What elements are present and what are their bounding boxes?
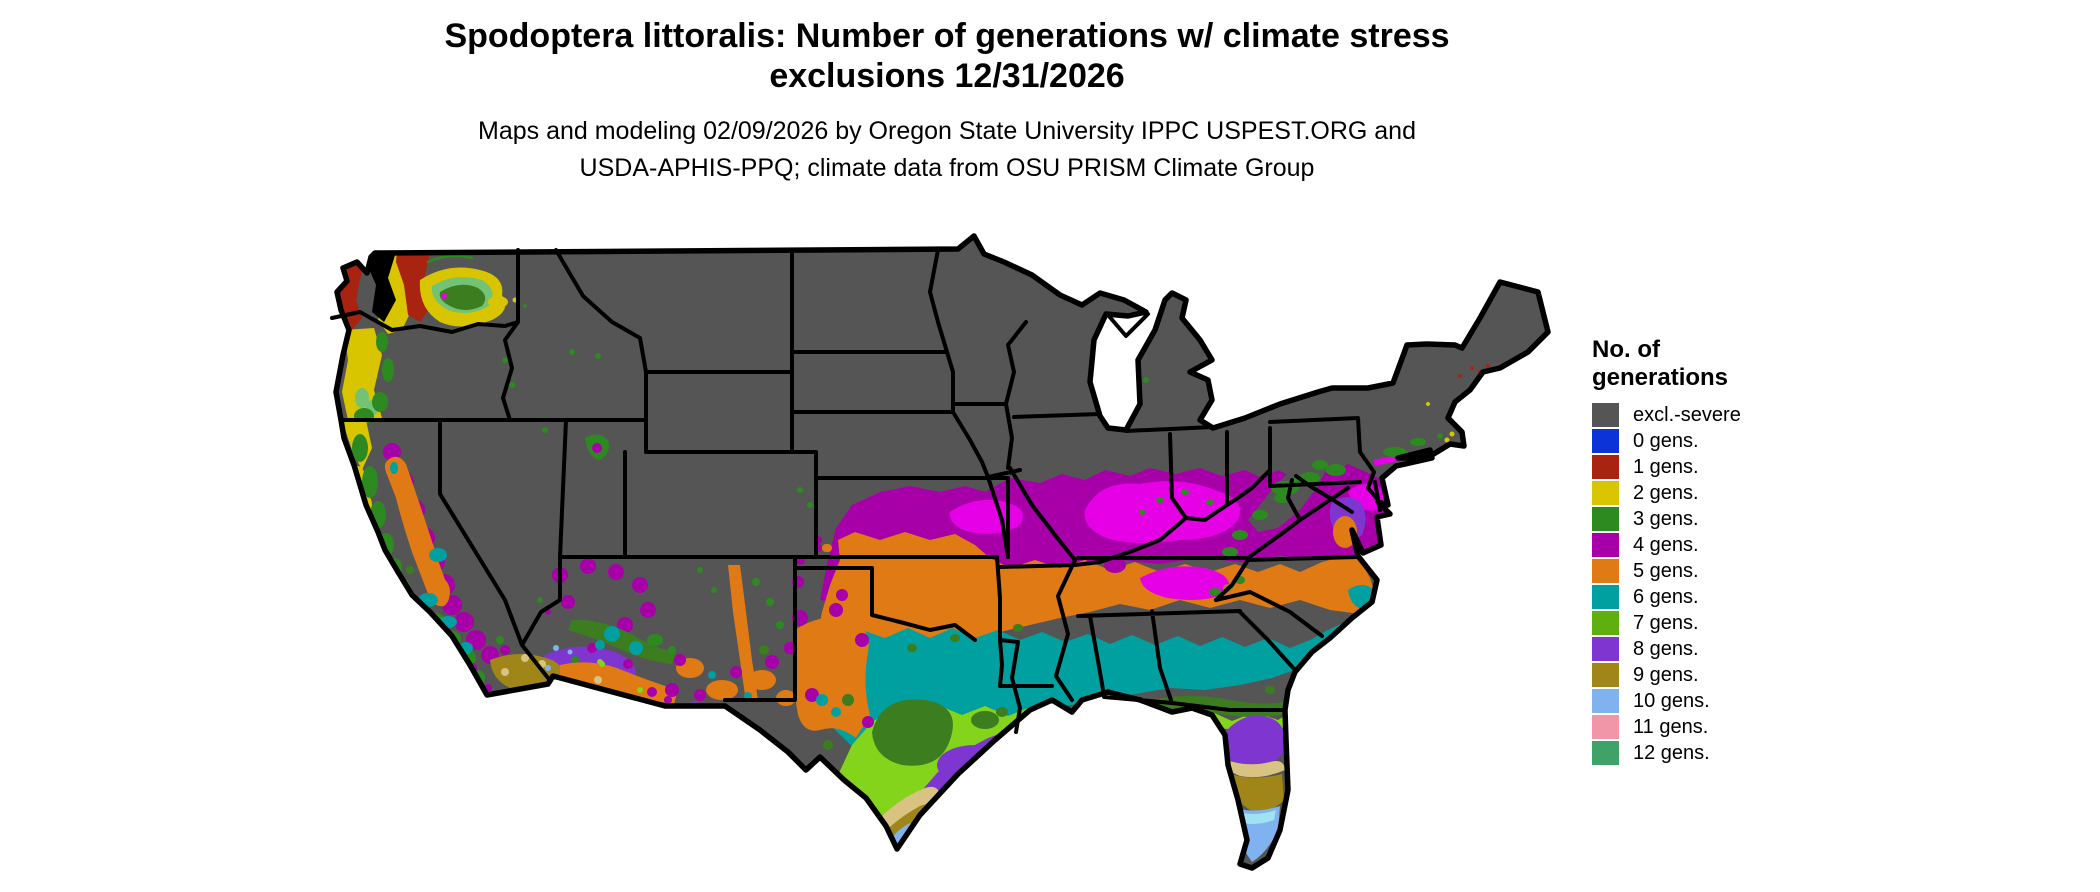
legend-entry-label: 4 gens.	[1633, 533, 1699, 556]
legend-entry: 10 gens.	[1592, 688, 1822, 714]
title-line-2: exclusions 12/31/2026	[769, 57, 1125, 95]
legend-entry: 4 gens.	[1592, 532, 1822, 558]
legend-swatch-g1	[1592, 455, 1619, 479]
legend-entry: 6 gens.	[1592, 584, 1822, 610]
legend-entry: 1 gens.	[1592, 454, 1822, 480]
legend-swatch-g11	[1592, 715, 1619, 739]
legend-swatch-g10	[1592, 689, 1619, 713]
legend-entry-label: 8 gens.	[1633, 637, 1699, 660]
title-line-1: Spodoptera littoralis: Number of generat…	[444, 17, 1450, 55]
legend-rows: excl.-severe 0 gens. 1 gens. 2 gens. 3 gens.…	[1592, 402, 1822, 766]
legend-entry-label: 11 gens.	[1633, 715, 1709, 738]
subtitle-line-1: Maps and modeling 02/09/2026 by Oregon S…	[478, 117, 1416, 145]
legend-entry-label: 3 gens.	[1633, 507, 1699, 530]
legend-entry-label: 10 gens.	[1633, 689, 1710, 712]
legend-entry-label: 2 gens.	[1633, 481, 1699, 504]
legend-entry-label: 1 gens.	[1633, 455, 1699, 478]
legend-entry-label: 12 gens.	[1633, 741, 1710, 764]
us-map-svg	[330, 233, 1551, 871]
band-7-gens-yellow-green	[838, 680, 1302, 822]
legend-entry: 12 gens.	[1592, 740, 1822, 766]
legend-swatch-excl	[1592, 403, 1619, 427]
legend-entry: 8 gens.	[1592, 636, 1822, 662]
great-basin-specks	[537, 434, 609, 615]
subtitle-line-2: USDA-APHIS-PPQ; climate data from OSU PR…	[579, 154, 1315, 182]
legend-entry-label: 5 gens.	[1633, 559, 1699, 582]
legend: No. of generations excl.-severe 0 gens. 1 …	[1592, 336, 1822, 766]
legend-title-line-2: generations	[1592, 364, 1729, 391]
page-title: Spodoptera littoralis: Number of generat…	[0, 16, 1894, 96]
legend-swatch-g5	[1592, 559, 1619, 583]
legend-entry-label: 6 gens.	[1633, 585, 1699, 608]
legend-entry: excl.-severe	[1592, 402, 1822, 428]
legend-swatch-g12	[1592, 741, 1619, 765]
legend-title-line-1: No. of	[1592, 336, 1660, 363]
legend-entry: 2 gens.	[1592, 480, 1822, 506]
us-generations-map	[330, 215, 1600, 892]
legend-entry-label: 7 gens.	[1633, 611, 1699, 634]
page-subtitle: Maps and modeling 02/09/2026 by Oregon S…	[0, 113, 1894, 187]
legend-entry-label: excl.-severe	[1633, 403, 1741, 426]
legend-swatch-g0	[1592, 429, 1619, 453]
legend-entry: 5 gens.	[1592, 558, 1822, 584]
pacific-northwest-features	[336, 236, 601, 433]
legend-entry: 11 gens.	[1592, 714, 1822, 740]
legend-swatch-g8	[1592, 637, 1619, 661]
legend-entry: 0 gens.	[1592, 428, 1822, 454]
legend-entry: 7 gens.	[1592, 610, 1822, 636]
legend-swatch-g7	[1592, 611, 1619, 635]
state-borders	[330, 248, 1382, 734]
us-outline	[333, 233, 1551, 871]
legend-entry: 3 gens.	[1592, 506, 1822, 532]
legend-swatch-g9	[1592, 663, 1619, 687]
arizona-features	[552, 558, 678, 708]
band-accents	[907, 452, 1414, 652]
map-raster-regions	[336, 236, 1548, 868]
legend-entry-label: 0 gens.	[1633, 429, 1699, 452]
west-texas-features	[792, 544, 874, 750]
legend-swatch-g3	[1592, 507, 1619, 531]
legend-swatch-g2	[1592, 481, 1619, 505]
legend-swatch-g6	[1592, 585, 1619, 609]
legend-entry-label: 9 gens.	[1633, 663, 1699, 686]
legend-entry: 9 gens.	[1592, 662, 1822, 688]
legend-swatch-g4	[1592, 533, 1619, 557]
